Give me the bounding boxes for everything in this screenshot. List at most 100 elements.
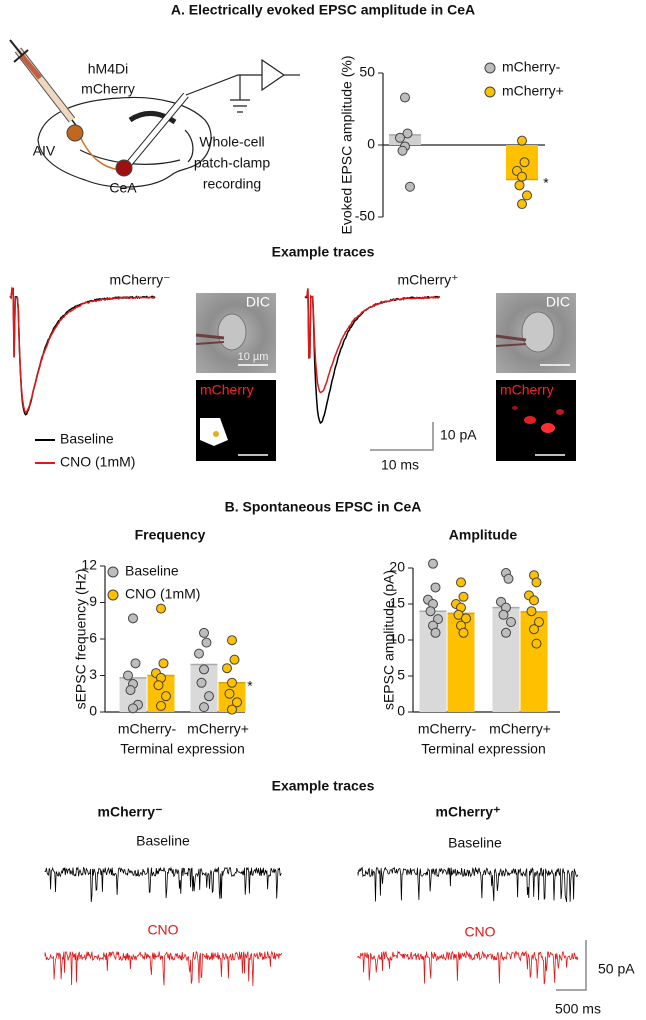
data-point xyxy=(517,199,527,210)
scale-label: 10 ms xyxy=(381,457,419,473)
data-point xyxy=(430,627,441,638)
data-point xyxy=(196,677,207,688)
annotation: * xyxy=(543,174,549,190)
trace-label: CNO xyxy=(147,922,178,938)
schematic-label: patch-clamp xyxy=(194,155,270,171)
group-label: mCherry⁻ xyxy=(98,804,163,820)
example-trace xyxy=(304,288,441,394)
data-point xyxy=(125,685,136,696)
x-tick-label: mCherry- xyxy=(118,721,177,737)
chart-title: Amplitude xyxy=(449,527,518,543)
data-point xyxy=(156,700,166,711)
image-panels xyxy=(195,293,576,461)
schematic-label: AIV xyxy=(33,143,56,159)
section-title: Example traces xyxy=(272,778,375,794)
data-point xyxy=(501,627,511,638)
y-tick-label: 0 xyxy=(89,703,97,719)
spontaneous-trace xyxy=(357,866,579,902)
data-point xyxy=(534,617,544,627)
data-point xyxy=(517,135,527,146)
group-label: mCherry⁻ xyxy=(109,272,170,288)
legend-marker xyxy=(107,589,119,601)
data-point xyxy=(199,627,209,638)
data-point xyxy=(526,606,537,617)
data-point xyxy=(503,573,514,584)
data-point xyxy=(224,688,235,699)
data-point xyxy=(161,691,171,702)
example-trace xyxy=(304,289,441,425)
x-axis-label: Terminal expression xyxy=(120,741,245,757)
bar xyxy=(389,134,421,145)
data-point xyxy=(458,627,469,638)
y-tick-label: 0 xyxy=(397,703,405,719)
y-tick-label: 9 xyxy=(89,593,97,609)
legend-label: mCherry- xyxy=(502,59,561,75)
data-point xyxy=(204,691,214,702)
x-tick-label: mCherry+ xyxy=(187,721,249,737)
group-label: mCherry⁺ xyxy=(436,804,501,820)
legend-label: Baseline xyxy=(60,431,114,447)
data-point xyxy=(529,595,539,606)
y-tick-label: -50 xyxy=(355,208,375,224)
data-point xyxy=(229,654,240,665)
annotation: * xyxy=(247,678,253,694)
data-point xyxy=(428,558,438,569)
y-tick-label: 50 xyxy=(359,64,375,80)
data-point xyxy=(519,157,530,168)
legend-marker xyxy=(484,62,496,74)
x-axis-label: Terminal expression xyxy=(421,741,546,757)
group-label: mCherry⁺ xyxy=(397,272,458,288)
data-point xyxy=(522,190,532,201)
y-tick-label: 6 xyxy=(89,630,97,646)
y-tick-label: 12 xyxy=(81,557,97,573)
y-axis-label: sEPSC amplitude (pA) xyxy=(381,570,397,710)
scale-bar xyxy=(370,422,434,451)
data-point xyxy=(514,180,525,191)
scale-bar xyxy=(556,940,587,991)
data-point xyxy=(458,591,469,602)
trace-label: Baseline xyxy=(448,835,502,851)
image-label: DIC xyxy=(546,294,570,310)
data-point xyxy=(199,702,209,713)
schematic-label: mCherry xyxy=(81,81,135,97)
data-point xyxy=(433,614,443,625)
data-point xyxy=(531,638,542,649)
data-point xyxy=(153,680,164,691)
image-scale-label: 10 µm xyxy=(238,351,269,363)
data-point xyxy=(199,664,209,675)
data-point xyxy=(156,603,166,614)
data-point xyxy=(227,677,237,688)
y-tick-label: 10 xyxy=(389,631,405,647)
data-point xyxy=(529,624,539,635)
scale-label: 50 pA xyxy=(598,961,635,977)
data-point xyxy=(232,697,242,708)
data-point xyxy=(227,635,237,646)
spontaneous-trace xyxy=(357,950,579,985)
image-label: DIC xyxy=(246,294,270,310)
chart-title: Frequency xyxy=(135,527,206,543)
y-tick-label: 5 xyxy=(397,667,405,683)
data-point xyxy=(531,577,542,588)
example-trace xyxy=(9,286,156,414)
legend-label: mCherry+ xyxy=(502,83,564,99)
panel-title: A. Electrically evoked EPSC amplitude in… xyxy=(171,2,475,18)
data-point xyxy=(400,92,410,103)
x-tick-label: mCherry+ xyxy=(489,721,551,737)
section-title: Example traces xyxy=(272,244,375,260)
panel-title: B. Spontaneous EPSC in CeA xyxy=(225,499,422,515)
data-point xyxy=(222,663,232,674)
data-point xyxy=(128,613,138,624)
data-point xyxy=(425,606,436,617)
schematic-label: recording xyxy=(203,176,261,192)
y-tick-label: 20 xyxy=(389,559,405,575)
data-point xyxy=(402,128,413,139)
data-point xyxy=(430,582,441,593)
schematic-label: Whole-cell xyxy=(199,134,264,150)
data-point xyxy=(506,617,516,627)
y-axis-label: sEPSC frequency (Hz) xyxy=(73,569,89,710)
x-tick-label: mCherry- xyxy=(418,721,477,737)
schematic xyxy=(9,39,300,188)
